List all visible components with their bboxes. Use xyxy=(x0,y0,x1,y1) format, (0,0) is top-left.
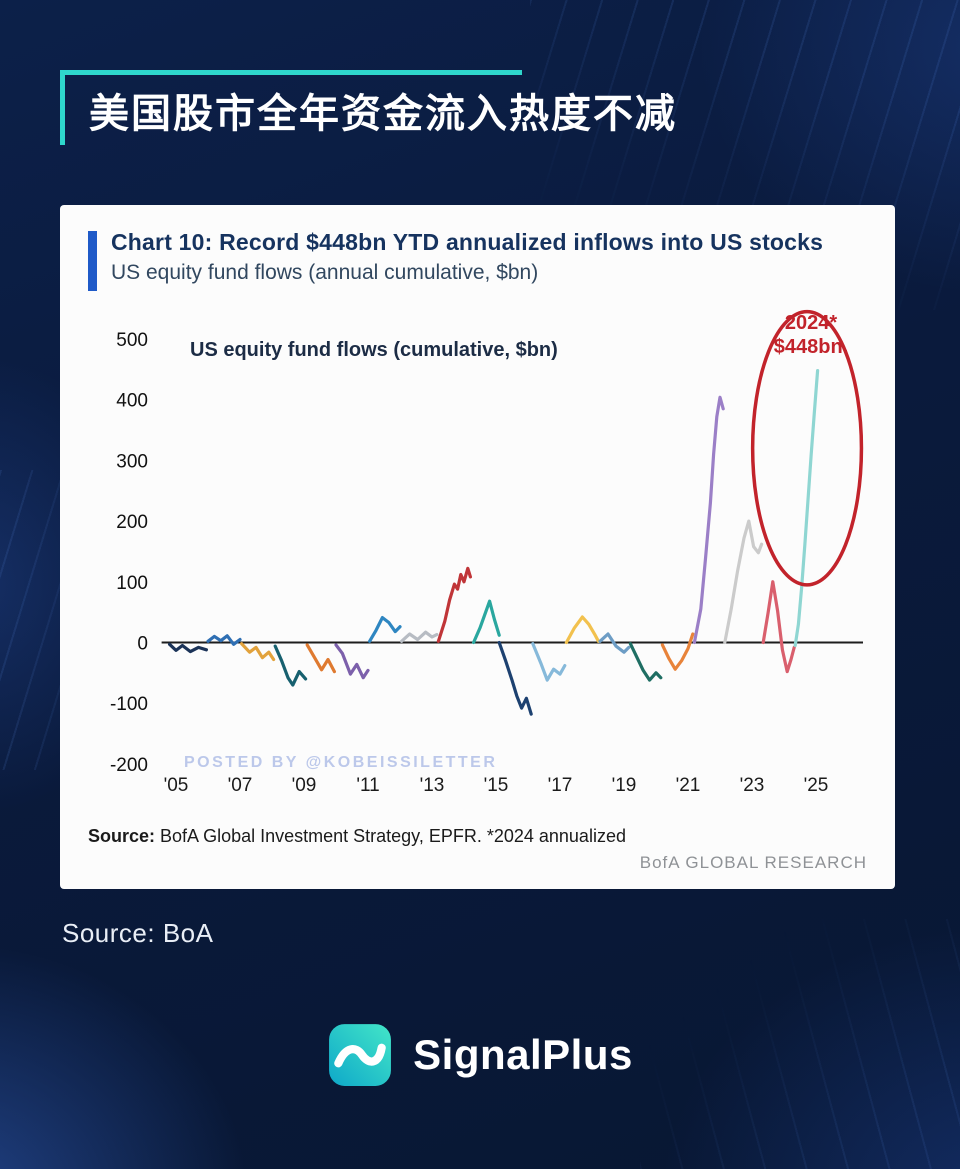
svg-text:100: 100 xyxy=(116,573,148,594)
svg-text:'05: '05 xyxy=(164,775,189,796)
signalplus-logo-icon xyxy=(327,1022,393,1088)
flows-chart: 500 400 300 200 100 0 -100 -200 '05 '07 '09 '11 '13 '… xyxy=(110,309,864,796)
chart-title: Chart 10: Record $448bn YTD annualized i… xyxy=(111,229,824,255)
svg-text:'17: '17 xyxy=(548,775,573,796)
headline: 美国股市全年资金流入热度不减 xyxy=(89,92,677,136)
source-caption: Source: BoA xyxy=(62,918,214,948)
svg-text:$448bn.: $448bn. xyxy=(774,336,848,358)
svg-text:500: 500 xyxy=(116,330,148,351)
svg-text:'07: '07 xyxy=(228,775,253,796)
svg-text:POSTED BY @KOBEISSILETTER: POSTED BY @KOBEISSILETTER xyxy=(184,754,497,771)
svg-text:400: 400 xyxy=(116,391,148,412)
chart-source: Source: BofA Global Investment Strategy, … xyxy=(88,826,867,847)
research-credit: BofA GLOBAL RESEARCH xyxy=(639,853,867,872)
svg-text:'11: '11 xyxy=(356,775,379,796)
svg-text:-100: -100 xyxy=(110,694,148,715)
svg-text:2024*: 2024* xyxy=(785,312,837,334)
chart-card-titles: Chart 10: Record $448bn YTD annualized i… xyxy=(111,229,823,291)
svg-text:'25: '25 xyxy=(804,775,829,796)
headline-section: 美国股市全年资金流入热度不减 xyxy=(60,70,677,145)
svg-text:300: 300 xyxy=(116,451,148,472)
svg-text:200: 200 xyxy=(116,512,148,533)
svg-text:-200: -200 xyxy=(110,755,148,776)
svg-text:'09: '09 xyxy=(292,775,317,796)
chart-card: Chart 10: Record $448bn YTD annualized i… xyxy=(60,205,895,889)
title-accent-bar xyxy=(88,231,97,291)
chart-card-footer: Source: BofA Global Investment Strategy, … xyxy=(88,826,867,873)
svg-text:0: 0 xyxy=(137,634,148,655)
chart-source-text: BofA Global Investment Strategy, EPFR. *… xyxy=(160,826,626,846)
svg-text:'15: '15 xyxy=(484,775,509,796)
chart-source-label: Source: xyxy=(88,826,156,846)
svg-text:'23: '23 xyxy=(740,775,765,796)
chart-subtitle: US equity fund flows (annual cumulative,… xyxy=(111,261,539,284)
svg-text:'13: '13 xyxy=(420,775,445,796)
chart-card-header: Chart 10: Record $448bn YTD annualized i… xyxy=(88,229,867,291)
svg-text:'19: '19 xyxy=(612,775,637,796)
brand-name: SignalPlus xyxy=(413,1031,633,1078)
brand-footer: SignalPlus xyxy=(0,1022,960,1088)
svg-text:'21: '21 xyxy=(676,775,701,796)
svg-text:US equity fund flows (cumulati: US equity fund flows (cumulative, $bn) xyxy=(190,339,558,361)
